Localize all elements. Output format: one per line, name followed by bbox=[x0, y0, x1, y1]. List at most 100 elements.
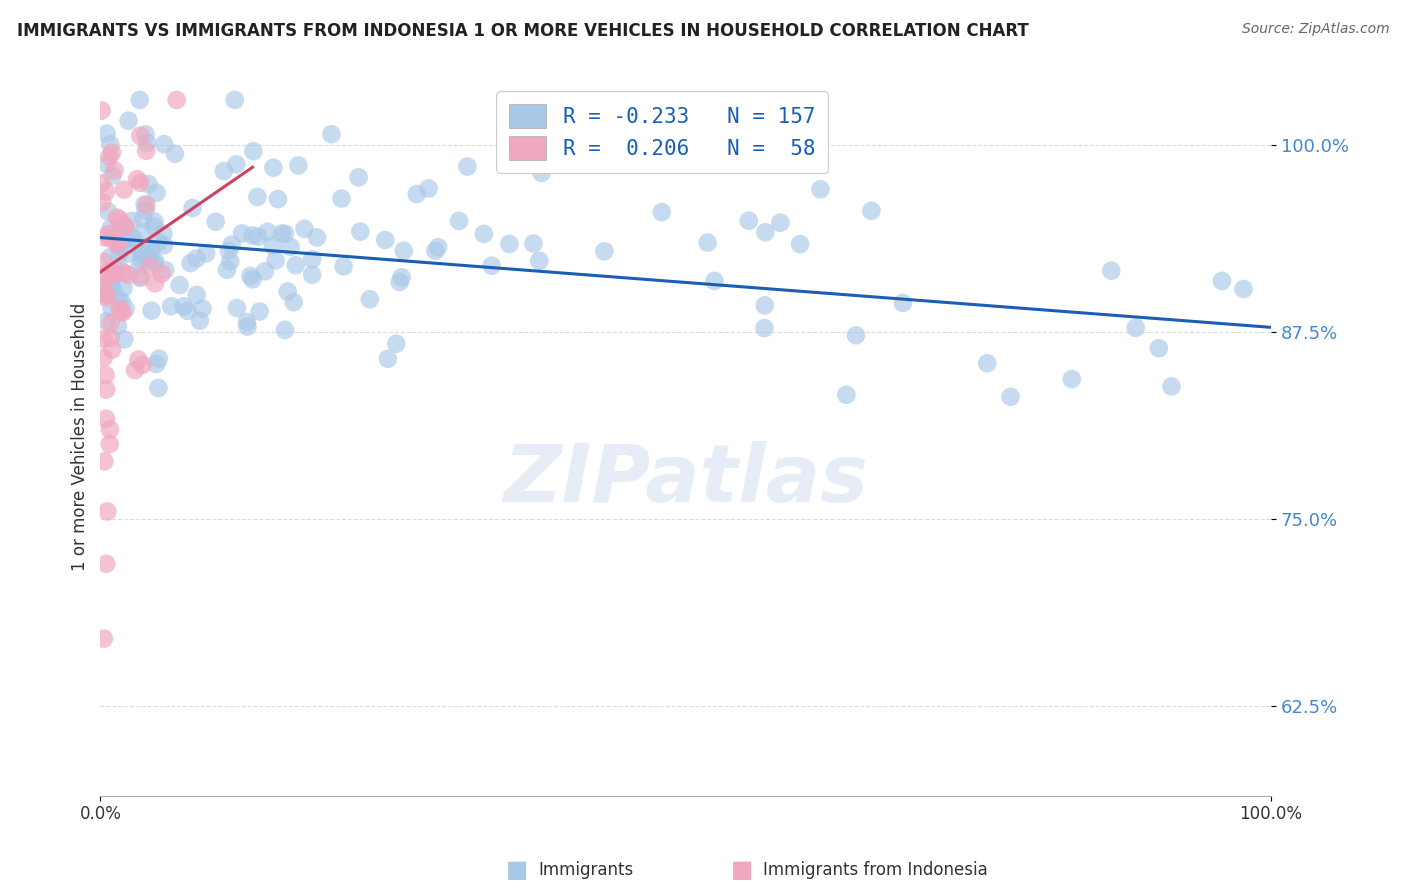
Point bbox=[374, 233, 396, 247]
Point bbox=[129, 269, 152, 284]
Point bbox=[148, 235, 170, 250]
Point bbox=[100, 316, 122, 330]
Point bbox=[96, 383, 118, 397]
Point bbox=[127, 352, 149, 367]
Point bbox=[1232, 282, 1254, 296]
Point bbox=[388, 275, 411, 289]
Point bbox=[110, 219, 132, 233]
Point bbox=[1125, 320, 1147, 334]
Text: Immigrants: Immigrants bbox=[538, 861, 633, 879]
Point bbox=[1211, 274, 1233, 288]
Point bbox=[112, 219, 135, 233]
Point bbox=[96, 287, 118, 301]
Point bbox=[93, 454, 115, 468]
Point bbox=[215, 262, 238, 277]
Point bbox=[330, 192, 353, 206]
Point bbox=[97, 227, 120, 241]
Point bbox=[96, 314, 118, 328]
Point bbox=[212, 164, 235, 178]
Point bbox=[529, 253, 551, 268]
Point bbox=[97, 204, 120, 219]
Point bbox=[93, 255, 115, 269]
Y-axis label: 1 or more Vehicles in Household: 1 or more Vehicles in Household bbox=[72, 302, 89, 571]
Point bbox=[425, 244, 447, 258]
Point bbox=[427, 240, 450, 254]
Point bbox=[305, 230, 328, 244]
Point bbox=[135, 144, 157, 158]
Point bbox=[96, 504, 118, 518]
Point bbox=[160, 299, 183, 313]
Legend: R = -0.233   N = 157, R =  0.206   N =  58: R = -0.233 N = 157, R = 0.206 N = 58 bbox=[496, 92, 828, 173]
Point bbox=[96, 127, 118, 141]
Point bbox=[256, 225, 278, 239]
Point bbox=[112, 183, 135, 197]
Point bbox=[115, 233, 138, 247]
Point bbox=[108, 247, 131, 261]
Point bbox=[173, 299, 195, 313]
Point bbox=[105, 211, 128, 225]
Point bbox=[274, 227, 297, 241]
Point bbox=[117, 113, 139, 128]
Point bbox=[332, 260, 354, 274]
Point bbox=[283, 295, 305, 310]
Point bbox=[262, 238, 284, 252]
Point bbox=[530, 166, 553, 180]
Point bbox=[287, 158, 309, 172]
Point bbox=[136, 136, 159, 150]
Point bbox=[94, 291, 117, 305]
Point bbox=[188, 313, 211, 327]
Point bbox=[110, 304, 132, 318]
Point bbox=[754, 298, 776, 312]
Point bbox=[321, 127, 343, 141]
Point bbox=[129, 176, 152, 190]
Point bbox=[138, 178, 160, 192]
Point bbox=[100, 275, 122, 289]
Point bbox=[112, 266, 135, 280]
Point bbox=[246, 190, 269, 204]
Point bbox=[108, 301, 131, 316]
Point bbox=[148, 351, 170, 366]
Point bbox=[253, 264, 276, 278]
Point bbox=[107, 319, 129, 334]
Point bbox=[456, 160, 478, 174]
Point bbox=[267, 192, 290, 206]
Point bbox=[94, 411, 117, 425]
Point bbox=[132, 225, 155, 239]
Point bbox=[101, 267, 124, 281]
Point bbox=[103, 267, 125, 281]
Point bbox=[218, 244, 240, 258]
Point bbox=[134, 128, 156, 142]
Point bbox=[117, 268, 139, 282]
Point bbox=[810, 182, 832, 196]
Point bbox=[94, 368, 117, 383]
Point bbox=[225, 157, 247, 171]
Point bbox=[738, 213, 761, 227]
Point bbox=[98, 137, 121, 152]
Point bbox=[754, 321, 776, 335]
Point bbox=[246, 229, 269, 244]
Point bbox=[94, 185, 117, 199]
Text: IMMIGRANTS VS IMMIGRANTS FROM INDONESIA 1 OR MORE VEHICLES IN HOUSEHOLD CORRELAT: IMMIGRANTS VS IMMIGRANTS FROM INDONESIA … bbox=[17, 22, 1029, 40]
Text: ZIPatlas: ZIPatlas bbox=[503, 441, 869, 518]
Point bbox=[100, 331, 122, 345]
Point bbox=[294, 222, 316, 236]
Point bbox=[163, 146, 186, 161]
Point bbox=[418, 181, 440, 195]
Point bbox=[498, 237, 520, 252]
Point bbox=[131, 358, 153, 372]
Point bbox=[148, 381, 170, 395]
Point bbox=[98, 250, 121, 264]
Point bbox=[976, 356, 998, 370]
Point bbox=[405, 187, 427, 202]
Point bbox=[124, 363, 146, 377]
Point bbox=[143, 256, 166, 270]
Point bbox=[153, 263, 176, 277]
Point bbox=[152, 227, 174, 241]
Point bbox=[651, 205, 673, 219]
Point bbox=[204, 215, 226, 229]
Point bbox=[131, 243, 153, 257]
Point bbox=[347, 170, 370, 185]
Point bbox=[284, 258, 307, 272]
Point bbox=[93, 351, 115, 365]
Point bbox=[142, 219, 165, 234]
